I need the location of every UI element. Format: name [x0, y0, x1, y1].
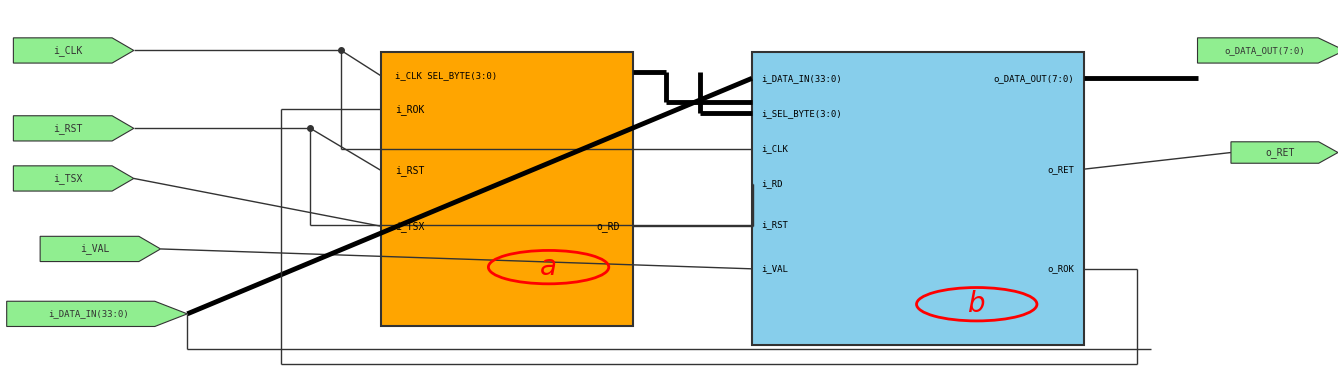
- Text: i_RST: i_RST: [54, 123, 83, 134]
- Text: i_TSX: i_TSX: [54, 173, 83, 184]
- Text: i_CLK SEL_BYTE(3:0): i_CLK SEL_BYTE(3:0): [395, 72, 496, 81]
- Text: o_ROK: o_ROK: [1048, 264, 1074, 273]
- Text: a: a: [541, 253, 557, 281]
- Polygon shape: [7, 301, 187, 326]
- Text: i_DATA_IN(33:0): i_DATA_IN(33:0): [48, 309, 130, 318]
- Text: i_RST: i_RST: [761, 220, 788, 229]
- Text: i_SEL_BYTE(3:0): i_SEL_BYTE(3:0): [761, 109, 842, 118]
- Polygon shape: [13, 116, 134, 141]
- Text: i_VAL: i_VAL: [80, 243, 110, 255]
- Bar: [752, 52, 1084, 345]
- Polygon shape: [1198, 38, 1338, 63]
- Text: o_RET: o_RET: [1264, 147, 1294, 158]
- Text: o_DATA_OUT(7:0): o_DATA_OUT(7:0): [994, 74, 1074, 83]
- Text: i_VAL: i_VAL: [761, 264, 788, 273]
- Text: i_CLK: i_CLK: [761, 144, 788, 153]
- Polygon shape: [13, 38, 134, 63]
- Text: i_TSX: i_TSX: [395, 221, 424, 232]
- Text: o_RD: o_RD: [595, 221, 619, 232]
- Polygon shape: [13, 166, 134, 191]
- Text: i_CLK: i_CLK: [54, 45, 83, 56]
- Text: b: b: [967, 290, 986, 318]
- Bar: [381, 52, 633, 326]
- Polygon shape: [40, 236, 161, 262]
- Text: i_ROK: i_ROK: [395, 104, 424, 115]
- Text: i_DATA_IN(33:0): i_DATA_IN(33:0): [761, 74, 842, 83]
- Text: o_RET: o_RET: [1048, 165, 1074, 174]
- Text: i_RST: i_RST: [395, 165, 424, 176]
- Text: o_DATA_OUT(7:0): o_DATA_OUT(7:0): [1224, 46, 1305, 55]
- Text: i_RD: i_RD: [761, 179, 783, 188]
- Polygon shape: [1231, 142, 1338, 163]
